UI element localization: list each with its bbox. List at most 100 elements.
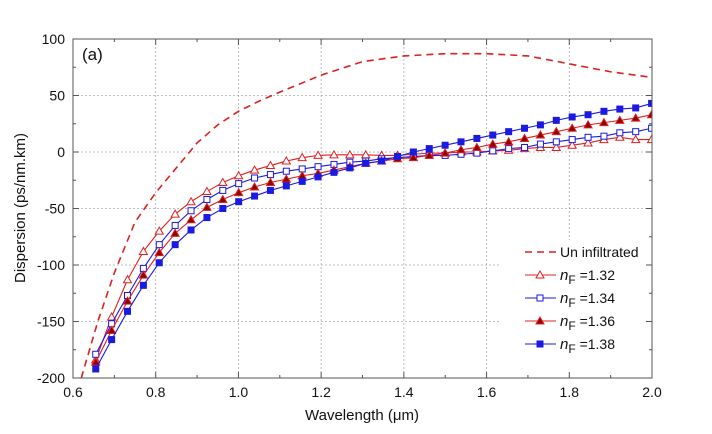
data-point [584,133,592,141]
legend-subscript: F [568,319,575,333]
data-point [505,145,513,153]
data-point [616,129,624,137]
data-point [457,138,465,146]
data-point [535,130,546,139]
data-point [632,128,640,136]
data-point [519,133,530,142]
x-tick-label: 1.0 [229,384,249,400]
legend-symbol: n [560,290,568,307]
data-point [219,205,227,212]
data-point [282,167,290,175]
data-point [505,128,513,136]
data-point [171,241,179,249]
legend-label: nF =1.38 [560,336,615,356]
data-point [266,186,274,194]
data-point [487,139,498,148]
legend-value: =1.38 [576,336,616,352]
data-point [217,177,228,187]
data-point [535,269,545,279]
y-axis-label: Dispersion (ps/nm.km) [12,133,29,283]
data-point [313,150,323,159]
legend-subscript: F [568,342,575,356]
y-tick-label: -150 [37,314,65,330]
data-point [106,311,117,321]
x-tick-label: 1.2 [311,384,331,400]
data-point [92,365,100,373]
data-point [122,296,133,305]
data-point [187,226,195,234]
data-point [235,180,243,188]
data-point [614,132,625,141]
data-point [155,241,163,249]
legend-value: =1.34 [576,290,616,306]
data-point [106,325,117,335]
series-line [80,52,652,378]
data-point [552,116,560,124]
data-point [600,132,608,140]
series-nf-1-32 [90,132,652,364]
data-point [203,214,211,222]
data-point [551,126,562,136]
data-point [552,138,560,146]
data-point [583,119,593,129]
data-point [122,274,133,284]
data-point [630,113,641,122]
data-point [630,134,641,144]
data-point [536,340,544,348]
data-point [632,104,640,112]
data-point [330,168,338,176]
legend-background [500,240,650,375]
data-point [124,307,132,315]
data-point [489,147,497,155]
data-point [536,294,544,302]
data-point [362,159,370,167]
data-point [170,228,181,237]
data-point [217,194,228,203]
data-point [154,247,165,257]
legend-item: nF =1.36 [525,313,615,333]
data-point [489,131,497,139]
data-point [281,156,292,165]
data-point [535,315,545,325]
data-point [616,105,624,113]
data-point [186,196,196,206]
legend-item: nF =1.38 [525,336,615,356]
y-tick-label: -100 [37,257,65,273]
data-point [346,164,354,172]
data-point [536,140,544,148]
legend-item: nF =1.32 [525,267,615,287]
x-tick-label: 1.4 [394,384,414,400]
data-point [251,174,259,182]
data-point [583,137,593,147]
x-axis-label: Wavelength (μm) [305,407,419,424]
data-point [521,124,529,132]
data-point [329,149,339,159]
legend-symbol: n [560,267,568,284]
data-point [456,144,466,154]
data-point [567,123,578,132]
legend-label: nF =1.36 [560,313,615,333]
data-point [536,121,544,129]
y-tick-label: -50 [45,201,65,217]
data-point [614,115,625,124]
y-tick-label: 50 [49,88,65,104]
data-point [599,117,609,127]
data-point [473,149,481,157]
series-nf-1-38 [92,99,652,373]
data-point [393,153,401,161]
data-point [408,152,419,162]
grid [73,39,652,378]
data-point [186,214,196,224]
legend-item: Un infiltrated [525,244,639,260]
legend-item: nF =1.34 [525,290,615,310]
data-point [235,198,243,206]
data-point [138,270,149,279]
data-point [251,192,259,200]
legend-subscript: F [568,296,575,310]
data-point [424,150,435,159]
legend-label: nF =1.34 [560,290,615,310]
data-point [90,357,101,366]
data-point [281,174,292,183]
